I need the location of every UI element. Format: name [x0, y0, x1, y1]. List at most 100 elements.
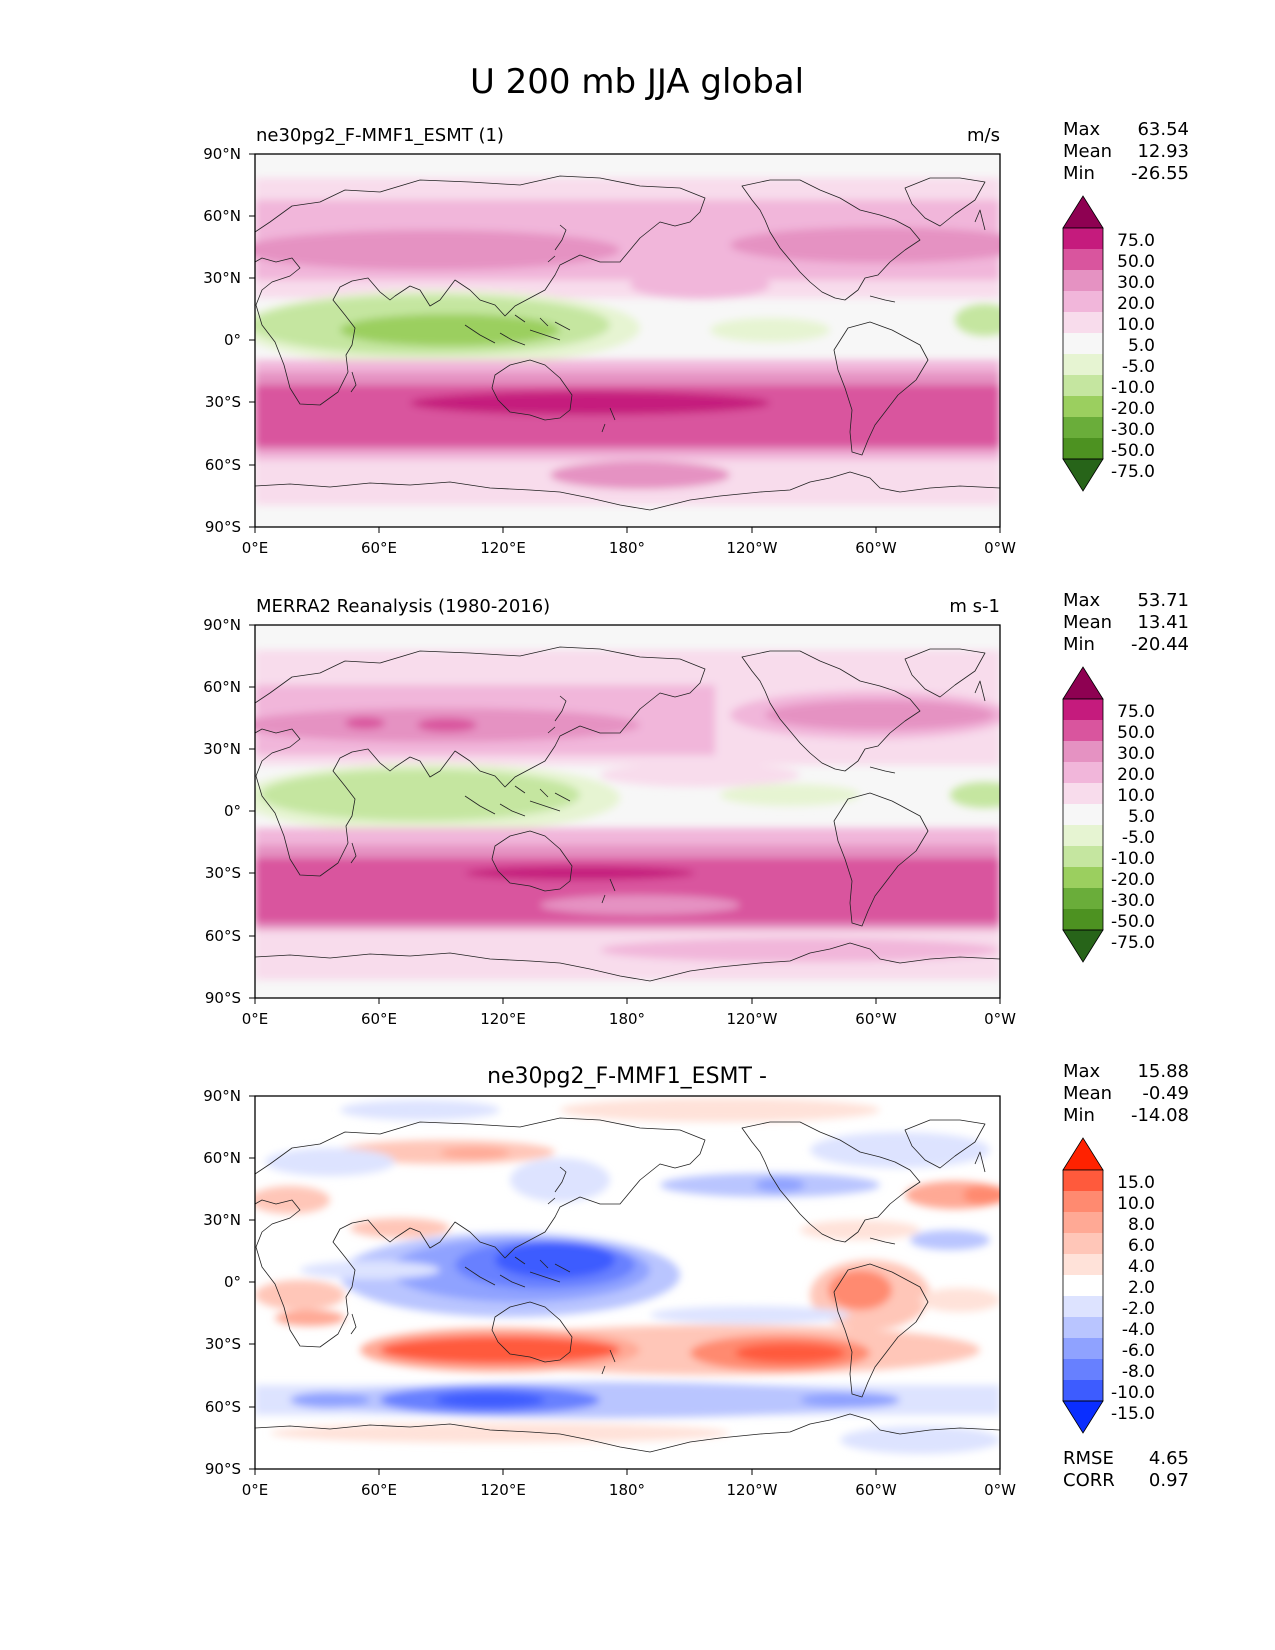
colorbar-swatch — [1063, 720, 1103, 741]
stats-model: Max 63.54 Mean 12.93 Min -26.55 — [1063, 119, 1189, 184]
lat-tick-label: 90°N — [203, 1087, 241, 1105]
lon-tick-label: 0°E — [242, 1481, 269, 1499]
stat-mean-label: Mean — [1063, 612, 1112, 633]
panel-model-left-title: ne30pg2_F-MMF1_ESMT (1) — [256, 125, 504, 146]
colorbar-swatch — [1063, 417, 1103, 438]
colorbar-tick-label: 2.0 — [1128, 1278, 1155, 1298]
colorbar-swatch — [1063, 1296, 1103, 1317]
colorbar-tick-label: 20.0 — [1117, 294, 1155, 314]
colorbar-swatch — [1063, 1338, 1103, 1359]
colorbar-tick-label: 4.0 — [1128, 1257, 1155, 1277]
lon-tick-120e: 120°E — [480, 998, 526, 1028]
colorbar-tick-label: 20.0 — [1117, 765, 1155, 785]
colorbar-swatch — [1063, 846, 1103, 867]
stat-max-label: Max — [1063, 1061, 1101, 1082]
lat-tick-90s: 90°S — [205, 518, 255, 536]
lat-tick-label: 30°S — [205, 393, 241, 411]
lon-tick-180: 180° — [609, 527, 645, 557]
colorbar-extend-max — [1062, 1137, 1104, 1171]
lon-tick-120w: 120°W — [727, 527, 778, 557]
colorbar-diff: 15.010.08.06.04.02.0-2.0-4.0-6.0-8.0-10.… — [1062, 1137, 1155, 1434]
colorbar-extend-max — [1062, 666, 1104, 700]
stat-rmse-value: 4.65 — [1149, 1448, 1189, 1469]
colorbar-swatch — [1063, 333, 1103, 354]
lat-tick-60n: 60°N — [203, 207, 255, 225]
panel-obs-units: m s-1 — [949, 596, 1000, 617]
lat-tick-60s: 60°S — [205, 927, 255, 945]
lat-tick-30n: 30°N — [203, 740, 255, 758]
lat-axis: 90°N 60°N 30°N 0° 30°S 60°S 90°S — [203, 1087, 255, 1478]
panel-model-units: m/s — [967, 125, 1000, 146]
stat-mean-value: 12.93 — [1137, 141, 1189, 162]
lat-tick-eq: 0° — [224, 331, 255, 349]
colorbar-tick-label: -30.0 — [1111, 420, 1155, 440]
lon-tick-label: 180° — [609, 1010, 645, 1028]
colorbar-swatch — [1063, 909, 1103, 930]
colorbar-tick-label: 5.0 — [1128, 807, 1155, 827]
lat-tick-30n: 30°N — [203, 269, 255, 287]
lon-tick-label: 60°W — [855, 1010, 897, 1028]
figure-title: U 200 mb JJA global — [470, 62, 804, 102]
colorbar-tick-label: -75.0 — [1111, 933, 1155, 953]
colorbar-swatch — [1063, 804, 1103, 825]
lat-tick-label: 90°N — [203, 616, 241, 634]
colorbar-swatch — [1063, 1191, 1103, 1212]
colorbar-frame — [1062, 698, 1104, 931]
colorbar-tick-label: -20.0 — [1111, 399, 1155, 419]
stat-mean-label: Mean — [1063, 141, 1112, 162]
lat-tick-label: 90°S — [205, 1460, 241, 1478]
lon-tick-120e: 120°E — [480, 1469, 526, 1499]
lon-tick-label: 120°W — [727, 539, 778, 557]
lat-tick-60n: 60°N — [203, 678, 255, 696]
lat-tick-label: 0° — [224, 331, 241, 349]
lon-tick-60w: 60°W — [855, 1469, 897, 1499]
colorbar-tick-label: -5.0 — [1122, 357, 1155, 377]
lon-tick-label: 120°E — [480, 1010, 526, 1028]
colorbar-obs: 75.050.030.020.010.05.0-5.0-10.0-20.0-30… — [1062, 666, 1155, 963]
panel-obs-left-title: MERRA2 Reanalysis (1980-2016) — [256, 596, 550, 617]
lat-tick-label: 60°S — [205, 927, 241, 945]
colorbar-swatch — [1063, 762, 1103, 783]
lat-tick-label: 90°N — [203, 145, 241, 163]
lat-tick-label: 90°S — [205, 518, 241, 536]
colorbar-tick-label: 30.0 — [1117, 273, 1155, 293]
colorbar-swatch — [1063, 1317, 1103, 1338]
lat-tick-eq: 0° — [224, 1273, 255, 1291]
colorbar-tick-label: 10.0 — [1117, 786, 1155, 806]
stat-max-value: 63.54 — [1137, 119, 1189, 140]
lat-tick-label: 30°N — [203, 740, 241, 758]
lat-tick-label: 0° — [224, 1273, 241, 1291]
colorbar-tick-label: 75.0 — [1117, 702, 1155, 722]
lat-tick-label: 90°S — [205, 989, 241, 1007]
stat-min-label: Min — [1063, 1105, 1095, 1126]
colorbar-swatch — [1063, 1359, 1103, 1380]
colorbar-swatch — [1063, 1380, 1103, 1401]
lat-tick-30s: 30°S — [205, 1335, 255, 1353]
lat-tick-90n: 90°N — [203, 145, 255, 163]
lat-tick-label: 60°N — [203, 207, 241, 225]
colorbar-tick-label: -15.0 — [1111, 1404, 1155, 1424]
lon-tick-60w: 60°W — [855, 998, 897, 1028]
lat-axis: 90°N 60°N 30°N 0° 30°S 60°S 90°S — [203, 145, 255, 536]
lat-tick-label: 30°N — [203, 1211, 241, 1229]
lat-tick-30s: 30°S — [205, 393, 255, 411]
lat-tick-label: 60°N — [203, 1149, 241, 1167]
lon-tick-60e: 60°E — [361, 998, 397, 1028]
lon-tick-180: 180° — [609, 998, 645, 1028]
lat-tick-label: 60°N — [203, 678, 241, 696]
stat-mean-value: -0.49 — [1142, 1083, 1189, 1104]
stat-max-label: Max — [1063, 119, 1101, 140]
colorbar-swatch — [1063, 888, 1103, 909]
lon-tick-label: 60°E — [361, 1481, 397, 1499]
lon-tick-label: 120°E — [480, 539, 526, 557]
colorbar-tick-label: 30.0 — [1117, 744, 1155, 764]
stats-obs: Max 53.71 Mean 13.41 Min -20.44 — [1063, 590, 1189, 655]
colorbar-swatch — [1063, 741, 1103, 762]
lat-tick-90n: 90°N — [203, 616, 255, 634]
stat-min-value: -20.44 — [1131, 634, 1189, 655]
lat-tick-90n: 90°N — [203, 1087, 255, 1105]
colorbar-swatch — [1063, 375, 1103, 396]
lat-tick-60n: 60°N — [203, 1149, 255, 1167]
lon-axis: 0°E 60°E 120°E 180° 120°W 60°W 0°W — [242, 527, 1016, 557]
